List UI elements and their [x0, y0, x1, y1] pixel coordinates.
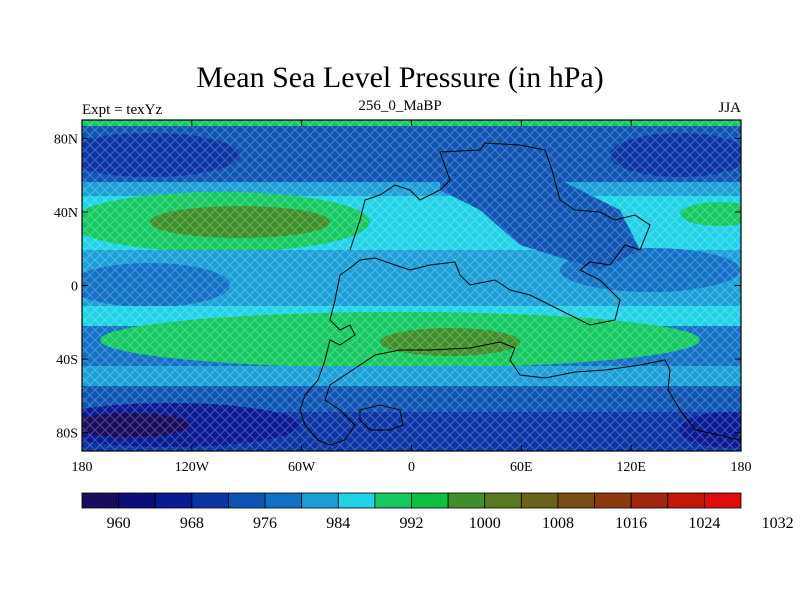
map-title: Mean Sea Level Pressure (in hPa): [196, 61, 604, 94]
colorbar-swatch: [118, 492, 156, 509]
inland-sea-outline: [359, 404, 404, 431]
colorbar-swatch: [411, 492, 449, 509]
experiment-label: Expt = texYz: [82, 102, 163, 118]
colorbar-label: 1008: [542, 515, 574, 532]
lon-tick-label: 60W: [288, 460, 316, 475]
pressure-field: [82, 120, 741, 451]
lat-tick-label: 80S: [56, 427, 78, 442]
colorbar-label: 1000: [469, 515, 501, 532]
colorbar-swatch: [667, 492, 705, 509]
pangaea-coastline: [299, 142, 741, 446]
lon-tick-label: 120W: [175, 460, 210, 475]
map-axes: 80N 40N 0 40S 80S 180 120W 60W 0 60E 120E 180: [54, 120, 752, 475]
lon-tick-label: 180: [72, 460, 93, 475]
colorbar-label: 1032: [762, 515, 794, 532]
season-label: JJA: [718, 100, 741, 116]
colorbar-swatch: [228, 492, 266, 509]
map-subtitle: 256_0_MaBP: [358, 98, 442, 114]
colorbar-label: 968: [180, 515, 204, 532]
lat-tick-label: 0: [71, 280, 78, 295]
colorbar-swatch: [594, 492, 632, 509]
colorbar-label: 1016: [615, 515, 647, 532]
colorbar-swatch: [520, 492, 559, 509]
colorbar-swatch: [484, 492, 522, 509]
colorbar-swatch: [81, 492, 120, 509]
colorbar-swatch: [301, 492, 339, 509]
colorbar-swatch: [447, 492, 486, 509]
colorbar-swatch: [337, 492, 376, 509]
colorbar-label: 984: [326, 515, 350, 532]
colorbar: 960968976984992100010081016102410321040: [81, 492, 794, 532]
colorbar-label: 976: [253, 515, 277, 532]
lon-tick-label: 60E: [510, 460, 533, 475]
lat-tick-label: 80N: [54, 132, 78, 147]
lat-tick-label: 40N: [54, 206, 78, 221]
colorbar-label: 992: [400, 515, 424, 532]
colorbar-swatch: [191, 492, 229, 509]
north-coastline: [349, 151, 451, 251]
lon-tick-label: 120E: [616, 460, 646, 475]
colorbar-swatch: [264, 492, 303, 509]
lon-tick-label: 0: [408, 460, 415, 475]
colorbar-label: 1024: [688, 515, 720, 532]
lon-tick-label: 180: [731, 460, 752, 475]
colorbar-swatch: [703, 492, 742, 509]
colorbar-swatch: [374, 492, 412, 509]
colorbar-swatch: [630, 492, 669, 509]
colorbar-swatch: [557, 492, 595, 509]
colorbar-swatch: [154, 492, 193, 509]
field-texture: [82, 120, 741, 451]
colorbar-label: 960: [107, 515, 131, 532]
lat-tick-label: 40S: [56, 353, 78, 368]
